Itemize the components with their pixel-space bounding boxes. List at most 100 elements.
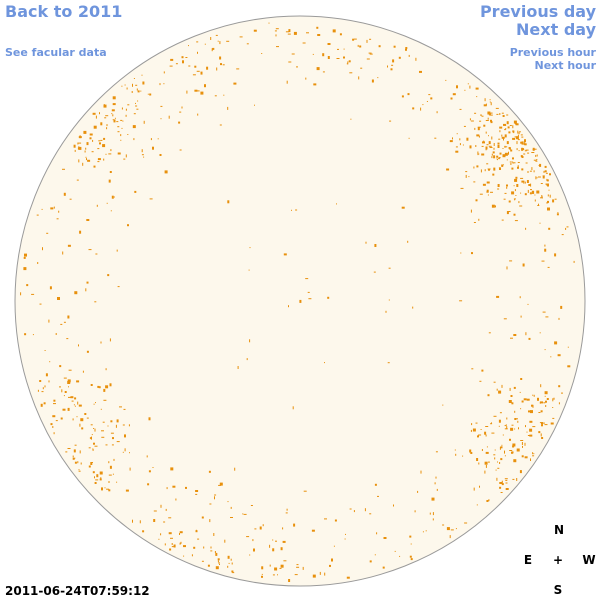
- facula: [124, 84, 126, 86]
- facula: [103, 137, 106, 140]
- facula: [510, 395, 513, 397]
- facula: [139, 520, 141, 524]
- facula: [214, 95, 217, 97]
- facula: [504, 129, 507, 131]
- facula: [409, 555, 412, 558]
- facula: [499, 126, 503, 129]
- facula: [24, 333, 27, 336]
- facula: [288, 61, 292, 63]
- facula: [445, 79, 447, 81]
- facula: [53, 432, 55, 435]
- facula: [219, 564, 220, 565]
- facula: [415, 57, 417, 61]
- facula: [186, 90, 188, 94]
- facula: [89, 437, 91, 440]
- facula: [514, 418, 517, 420]
- facula: [488, 135, 489, 137]
- facula: [544, 165, 547, 168]
- facula: [94, 301, 97, 303]
- facula: [449, 535, 451, 539]
- facula: [324, 362, 325, 364]
- facula: [408, 137, 410, 139]
- facula: [484, 98, 486, 102]
- facula: [550, 356, 552, 358]
- facula: [478, 153, 480, 155]
- facula: [173, 544, 176, 548]
- facula: [353, 38, 357, 40]
- facula: [510, 427, 514, 431]
- facula: [333, 545, 335, 547]
- facula: [529, 170, 532, 172]
- facula: [478, 434, 482, 436]
- facula: [513, 334, 517, 336]
- facula: [515, 195, 517, 196]
- facula: [544, 395, 546, 397]
- facula: [78, 159, 80, 163]
- facula: [46, 232, 49, 234]
- facula: [128, 424, 130, 427]
- facula: [346, 576, 350, 579]
- facula: [141, 74, 143, 76]
- facula: [67, 379, 71, 383]
- facula: [540, 197, 542, 199]
- facula: [491, 422, 492, 424]
- facula: [152, 146, 154, 150]
- facula: [487, 117, 489, 120]
- facula: [92, 471, 95, 474]
- facula: [489, 99, 491, 101]
- facula: [434, 137, 437, 139]
- facula: [547, 200, 549, 203]
- facula: [210, 37, 212, 40]
- facula: [432, 518, 434, 521]
- facula: [85, 147, 87, 150]
- facula: [474, 127, 476, 130]
- facula: [169, 65, 173, 67]
- facula: [249, 554, 251, 556]
- next-hour-link[interactable]: Next hour: [535, 59, 597, 72]
- facula: [465, 171, 468, 173]
- facula: [493, 147, 495, 150]
- facula: [462, 455, 464, 457]
- facula: [31, 293, 35, 295]
- facula: [97, 158, 101, 161]
- previous-day-link[interactable]: Previous day: [480, 2, 597, 21]
- facula: [497, 142, 500, 145]
- facula: [116, 441, 120, 443]
- facula: [512, 137, 516, 140]
- facula: [428, 94, 431, 96]
- facula: [49, 361, 51, 363]
- facula: [398, 56, 401, 59]
- facula: [473, 222, 476, 223]
- facula: [68, 369, 72, 371]
- facula: [508, 151, 509, 155]
- facula: [219, 482, 223, 486]
- facula: [215, 34, 218, 36]
- facula: [479, 120, 482, 122]
- facula: [553, 398, 555, 400]
- facula: [49, 286, 52, 290]
- facula: [388, 299, 390, 301]
- facula: [227, 501, 229, 503]
- facula: [170, 467, 174, 471]
- facula: [246, 536, 250, 538]
- next-day-link[interactable]: Next day: [516, 20, 597, 39]
- facula: [141, 149, 143, 153]
- facula: [58, 210, 60, 213]
- previous-hour-link[interactable]: Previous hour: [510, 46, 597, 59]
- facula: [554, 341, 558, 345]
- facula: [500, 492, 503, 493]
- back-link[interactable]: Back to 2011: [5, 2, 122, 21]
- facula: [524, 150, 527, 152]
- facula: [252, 539, 254, 542]
- facula: [149, 198, 153, 200]
- facula: [179, 542, 181, 545]
- facula: [129, 467, 131, 471]
- facula: [429, 512, 431, 515]
- facular-data-link[interactable]: See facular data: [5, 46, 107, 59]
- facula: [324, 572, 326, 576]
- facula: [472, 428, 476, 432]
- facula: [541, 424, 543, 427]
- facula: [78, 469, 80, 471]
- facula: [152, 467, 154, 468]
- facula: [539, 422, 543, 424]
